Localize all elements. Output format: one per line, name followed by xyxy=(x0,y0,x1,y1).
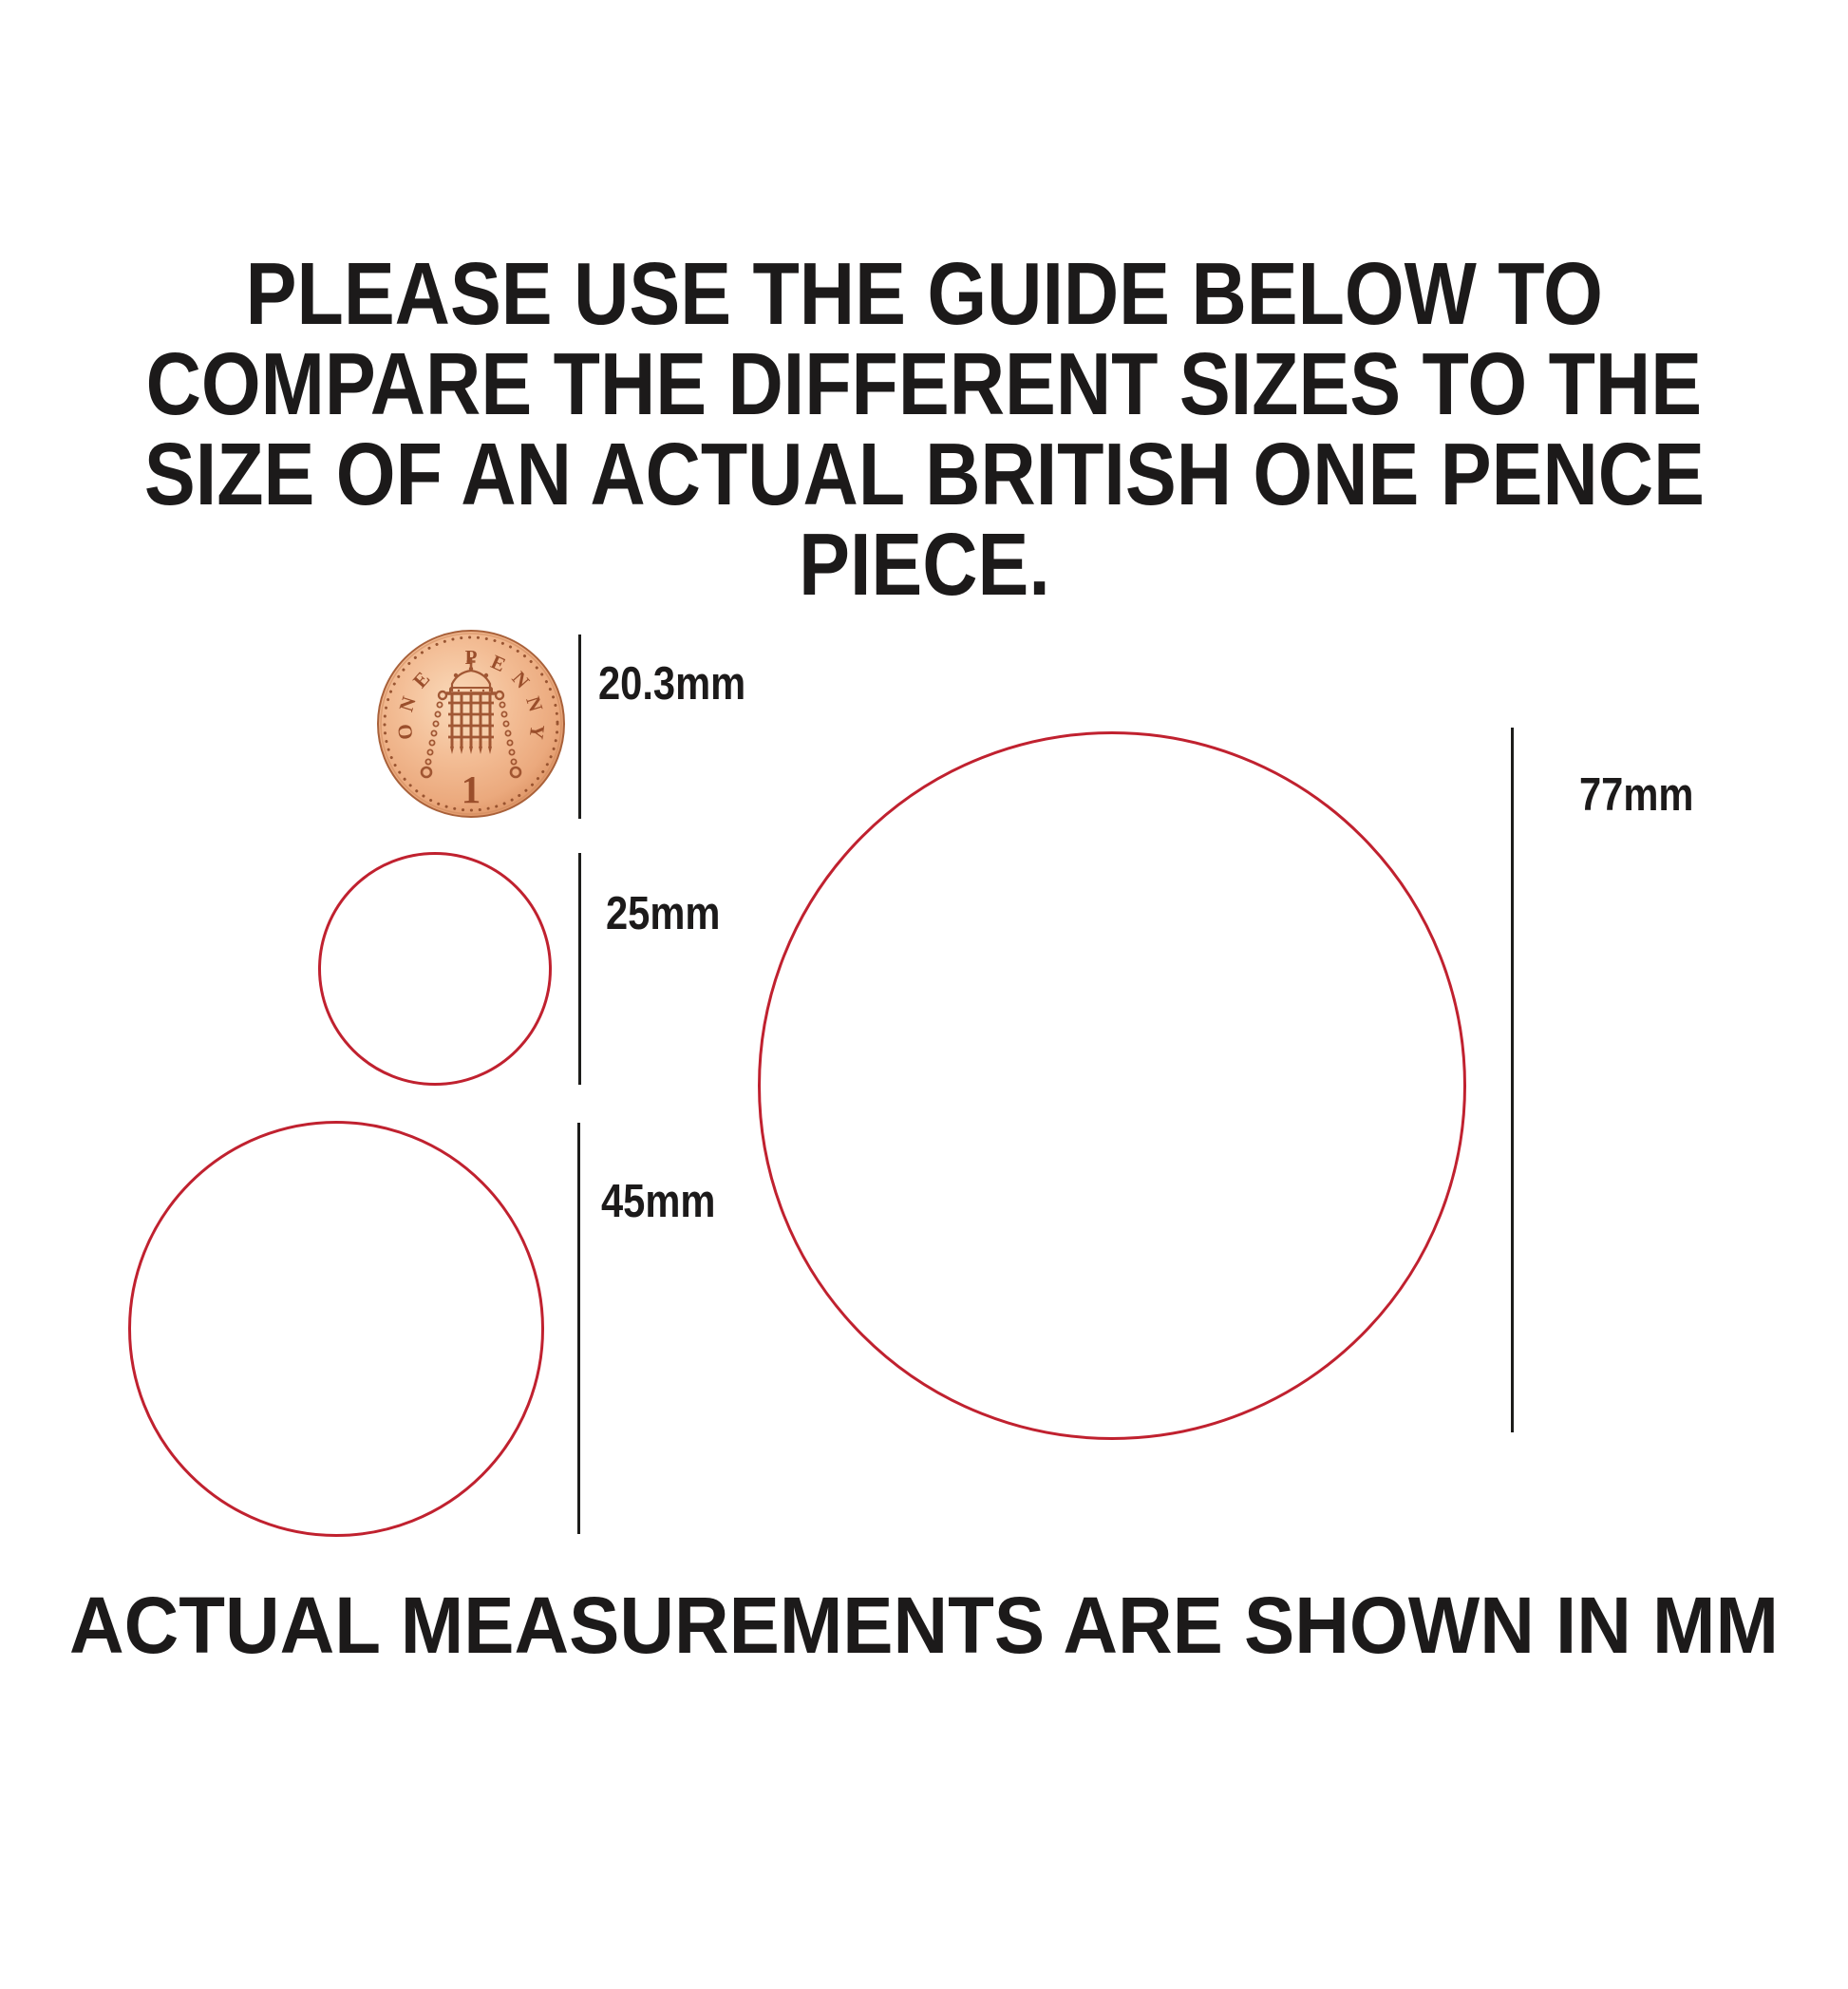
portcullis-graphic xyxy=(420,657,522,779)
measure-line-45mm xyxy=(577,1123,580,1534)
size-circle-77mm xyxy=(758,731,1466,1440)
measure-line-25mm xyxy=(578,853,581,1085)
page-title: PLEASE USE THE GUIDE BELOW TO COMPARE TH… xyxy=(0,249,1848,610)
title-line-4-text: PIECE. xyxy=(798,515,1050,614)
coin-inscription-letter: O xyxy=(393,723,418,741)
title-line-3-text: SIZE OF AN ACTUAL BRITISH ONE PENCE xyxy=(143,425,1705,523)
footer-note: ACTUAL MEASUREMENTS ARE SHOWN IN MM xyxy=(69,1581,1779,1670)
coin-denomination: 1 xyxy=(462,767,481,811)
coin-inscription-letter: P xyxy=(465,646,478,669)
title-line-4: PIECE. xyxy=(0,520,1848,610)
coin-chain-left xyxy=(420,701,443,779)
label-20mm: 20.3mm xyxy=(598,658,746,710)
label-25mm: 25mm xyxy=(606,888,721,939)
label-45mm: 45mm xyxy=(601,1176,716,1227)
coin-inscription-letter: Y xyxy=(525,724,550,741)
size-circle-45mm xyxy=(128,1121,544,1537)
measure-line-77mm xyxy=(1511,728,1514,1432)
title-line-1: PLEASE USE THE GUIDE BELOW TO xyxy=(0,249,1848,339)
label-77mm: 77mm xyxy=(1579,769,1694,821)
title-line-1-text: PLEASE USE THE GUIDE BELOW TO xyxy=(245,244,1603,343)
coin-inscription-letter: N xyxy=(521,693,547,714)
size-circle-25mm xyxy=(318,852,552,1086)
title-line-3: SIZE OF AN ACTUAL BRITISH ONE PENCE xyxy=(0,429,1848,520)
coin-inscription-letter: N xyxy=(394,693,420,714)
title-line-2-text: COMPARE THE DIFFERENT SIZES TO THE xyxy=(145,334,1703,433)
coin-beaded-rim xyxy=(383,635,559,812)
coin-chain-right xyxy=(499,701,522,779)
title-line-2: COMPARE THE DIFFERENT SIZES TO THE xyxy=(0,339,1848,429)
measure-line-20mm xyxy=(578,635,581,819)
